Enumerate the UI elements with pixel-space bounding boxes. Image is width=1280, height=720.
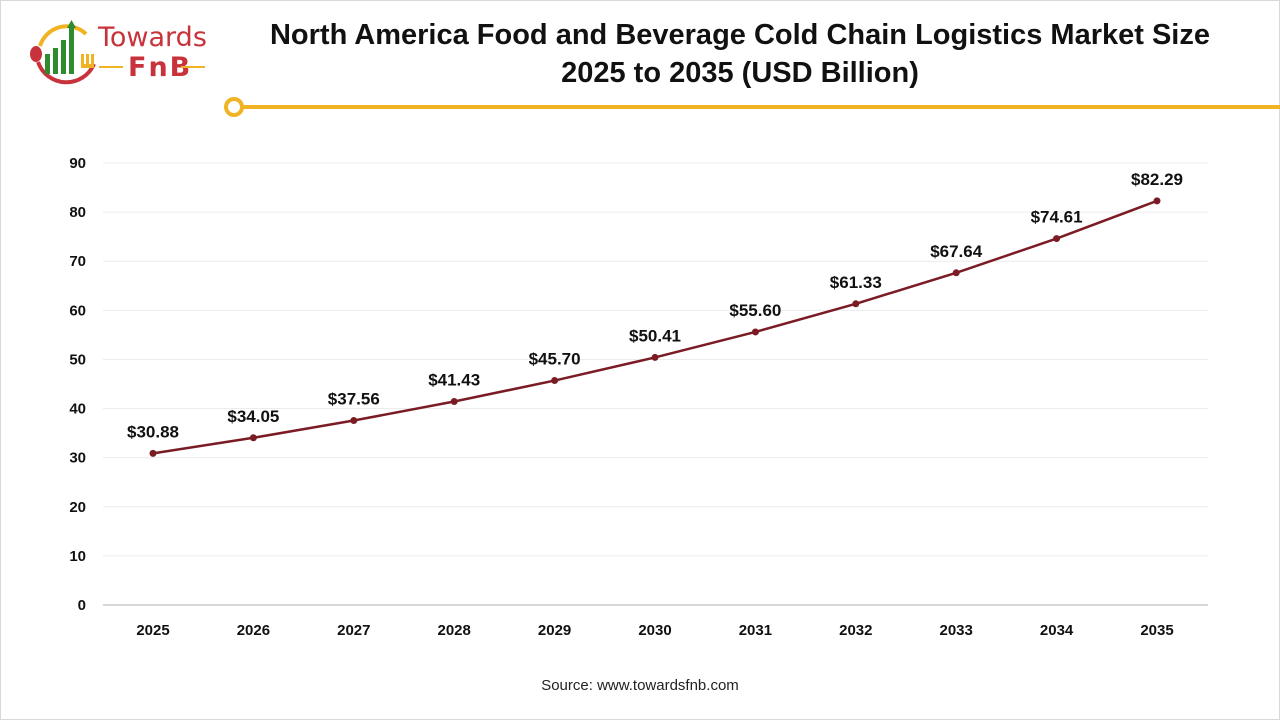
data-point <box>149 449 157 457</box>
y-tick-label: 60 <box>69 302 86 319</box>
data-label: $74.61 <box>1031 208 1083 227</box>
y-tick-label: 0 <box>78 597 86 614</box>
y-tick-label: 10 <box>69 548 86 565</box>
y-tick-label: 70 <box>69 253 86 270</box>
data-point <box>450 398 458 406</box>
data-point <box>1053 235 1061 243</box>
x-tick-label: 2033 <box>940 622 973 639</box>
logo-emblem-icon <box>30 20 96 85</box>
logo-text-fnb: FnB <box>128 52 193 83</box>
x-tick-label: 2029 <box>538 622 571 639</box>
data-label: $41.43 <box>428 371 480 390</box>
chart-title: North America Food and Beverage Cold Cha… <box>269 19 1210 89</box>
y-tick-label: 40 <box>69 401 86 418</box>
y-tick-label: 20 <box>69 499 86 516</box>
x-tick-label: 2034 <box>1040 622 1074 639</box>
data-label: $45.70 <box>529 350 581 369</box>
data-point <box>751 328 759 336</box>
source-note: Source: www.towardsfnb.com <box>541 677 739 694</box>
y-tick-label: 80 <box>69 204 86 221</box>
data-point <box>852 300 860 308</box>
data-point <box>551 377 559 385</box>
x-tick-label: 2035 <box>1140 622 1173 639</box>
data-label: $50.41 <box>629 326 681 345</box>
data-label: $37.56 <box>328 390 380 409</box>
data-label: $34.05 <box>227 407 279 426</box>
logo-dash-left <box>99 66 123 68</box>
logo-dash-right <box>181 66 205 68</box>
x-tick-label: 2028 <box>438 622 471 639</box>
x-tick-label: 2031 <box>739 622 772 639</box>
towards-fnb-logo: Towards FnB <box>26 18 226 88</box>
data-label: $55.60 <box>729 301 781 320</box>
data-point <box>952 269 960 277</box>
x-tick-label: 2025 <box>136 622 169 639</box>
x-tick-label: 2030 <box>638 622 671 639</box>
title-underline <box>241 105 1280 109</box>
data-point <box>350 417 358 425</box>
data-label: $82.29 <box>1131 170 1183 189</box>
y-tick-label: 30 <box>69 450 86 467</box>
underline-dot <box>224 97 244 117</box>
y-tick-label: 90 <box>69 155 86 172</box>
x-tick-label: 2026 <box>237 622 270 639</box>
x-tick-label: 2027 <box>337 622 370 639</box>
logo-text-towards: Towards <box>98 22 207 53</box>
data-label: $61.33 <box>830 273 882 292</box>
data-point <box>1153 197 1161 205</box>
x-tick-label: 2032 <box>839 622 872 639</box>
data-label: $67.64 <box>930 242 983 261</box>
data-label: $30.88 <box>127 422 179 441</box>
data-point <box>651 353 659 361</box>
data-point <box>249 434 257 442</box>
y-tick-label: 50 <box>69 351 86 368</box>
